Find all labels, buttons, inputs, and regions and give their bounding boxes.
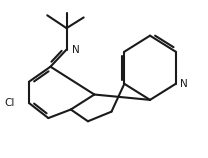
Text: N: N bbox=[72, 45, 80, 55]
Text: N: N bbox=[180, 79, 188, 89]
Text: Cl: Cl bbox=[5, 98, 15, 108]
